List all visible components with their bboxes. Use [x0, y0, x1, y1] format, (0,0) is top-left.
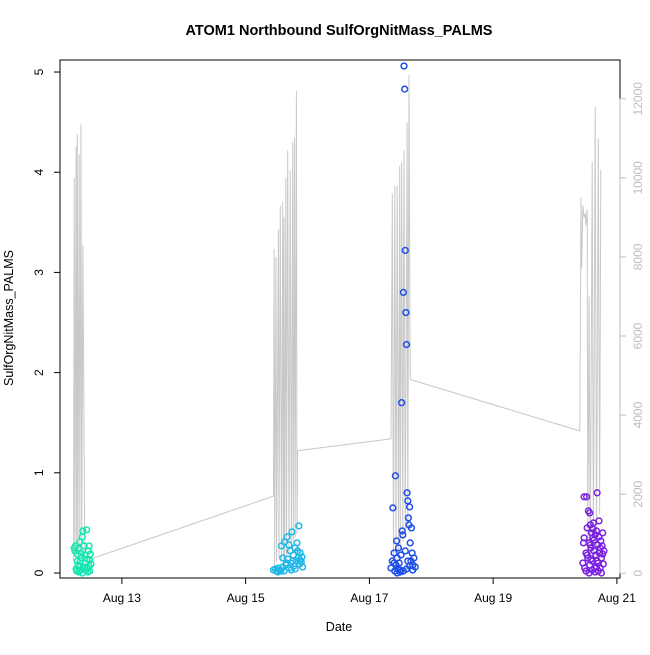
data-point-series-4	[586, 541, 594, 549]
data-point-series-4	[599, 529, 607, 537]
data-point-series-1	[84, 568, 92, 576]
data-point-series-3	[410, 554, 418, 562]
y-tick-label: 3	[32, 269, 46, 276]
data-point-series-2	[285, 541, 293, 549]
data-point-series-2	[277, 567, 285, 575]
y-tick-label: 0	[32, 569, 46, 576]
data-point-series-3	[390, 549, 398, 557]
y-tick-label: 4	[32, 169, 46, 176]
data-point-series-3	[401, 85, 409, 93]
data-point-series-4	[580, 493, 588, 501]
data-point-series-4	[587, 555, 595, 563]
data-point-series-2	[291, 565, 299, 573]
y-tick-label: 1	[32, 469, 46, 476]
data-point-series-3	[402, 308, 410, 317]
data-point-series-2	[279, 554, 287, 562]
right-tick-label: 6000	[631, 322, 645, 349]
y-tick-label: 2	[32, 369, 46, 376]
data-point-series-3	[407, 524, 416, 532]
data-point-series-4	[593, 489, 601, 497]
right-tick-label: 10000	[631, 161, 645, 195]
data-point-series-2	[298, 563, 307, 571]
data-point-series-4	[595, 533, 603, 541]
data-point-series-1	[74, 568, 83, 576]
data-point-series-1	[82, 526, 91, 534]
data-point-series-2	[287, 566, 296, 574]
x-axis-label: Date	[326, 620, 352, 634]
data-point-series-4	[596, 544, 604, 552]
chart-title: ATOM1 Northbound SulfOrgNitMass_PALMS	[186, 23, 493, 39]
data-point-series-3	[390, 559, 398, 567]
data-point-series-4	[599, 550, 607, 558]
data-point-series-3	[401, 246, 409, 255]
data-point-series-3	[401, 547, 409, 555]
data-point-series-3	[391, 472, 400, 480]
data-point-series-3	[399, 531, 407, 539]
points-layer	[70, 62, 608, 577]
data-point-series-3	[405, 503, 414, 511]
data-point-series-1	[73, 557, 81, 565]
x-tick-label: Aug 17	[350, 591, 388, 605]
data-point-series-4	[599, 560, 607, 568]
data-point-series-3	[389, 504, 397, 512]
data-point-series-4	[583, 551, 591, 559]
data-point-series-1	[77, 549, 85, 557]
data-point-series-3	[395, 559, 403, 567]
x-tick-label: Aug 15	[227, 591, 265, 605]
data-point-series-4	[592, 527, 601, 535]
data-point-series-3	[403, 489, 411, 497]
data-point-series-3	[392, 537, 401, 545]
data-point-series-1	[87, 560, 95, 568]
right-tick-label: 12000	[631, 82, 645, 116]
right-tick-label: 8000	[631, 243, 645, 270]
x-tick-label: Aug 19	[474, 591, 512, 605]
data-point-series-3	[397, 551, 405, 559]
data-point-series-3	[406, 539, 414, 547]
data-point-series-2	[293, 547, 302, 555]
data-point-series-2	[283, 533, 291, 541]
data-point-series-2	[288, 528, 296, 536]
y-axis-label: SulfOrgNitMass_PALMS	[2, 250, 16, 386]
data-point-series-1	[81, 563, 89, 571]
data-point-series-3	[404, 514, 413, 522]
axes-layer: Aug 13 Aug 15 Aug 17 Aug 19 Aug 21 0 1 2 3 4 5 0 200…	[32, 68, 645, 605]
data-point-series-3	[398, 527, 406, 535]
data-point-series-4	[595, 517, 603, 525]
data-point-series-1	[80, 542, 88, 550]
data-point-series-4	[586, 509, 594, 517]
data-point-series-4	[597, 569, 606, 577]
data-point-series-3	[394, 544, 403, 552]
data-point-series-2	[289, 557, 297, 565]
data-point-series-2	[282, 559, 291, 567]
right-tick-label: 2000	[631, 481, 645, 508]
y-tick-label: 5	[32, 68, 46, 75]
data-point-series-1	[85, 542, 93, 550]
x-tick-label: Aug 21	[598, 591, 636, 605]
data-point-series-3	[397, 399, 406, 407]
right-tick-label: 4000	[631, 401, 645, 428]
right-tick-label: 0	[631, 570, 645, 577]
data-point-series-4	[582, 493, 591, 501]
data-point-series-2	[293, 539, 301, 547]
x-tick-label: Aug 13	[103, 591, 141, 605]
data-point-series-4	[589, 525, 597, 533]
data-point-series-4	[590, 536, 598, 544]
data-point-series-1	[79, 527, 87, 535]
data-point-series-2	[295, 522, 303, 530]
data-point-series-2	[298, 553, 306, 561]
data-point-series-4	[580, 534, 588, 542]
data-point-series-3	[404, 557, 412, 565]
data-point-series-3	[402, 340, 411, 349]
data-point-series-1	[86, 550, 94, 558]
data-point-series-3	[409, 566, 417, 574]
data-point-series-3	[400, 62, 408, 70]
data-point-series-4	[592, 563, 601, 571]
data-point-series-3	[399, 288, 408, 297]
